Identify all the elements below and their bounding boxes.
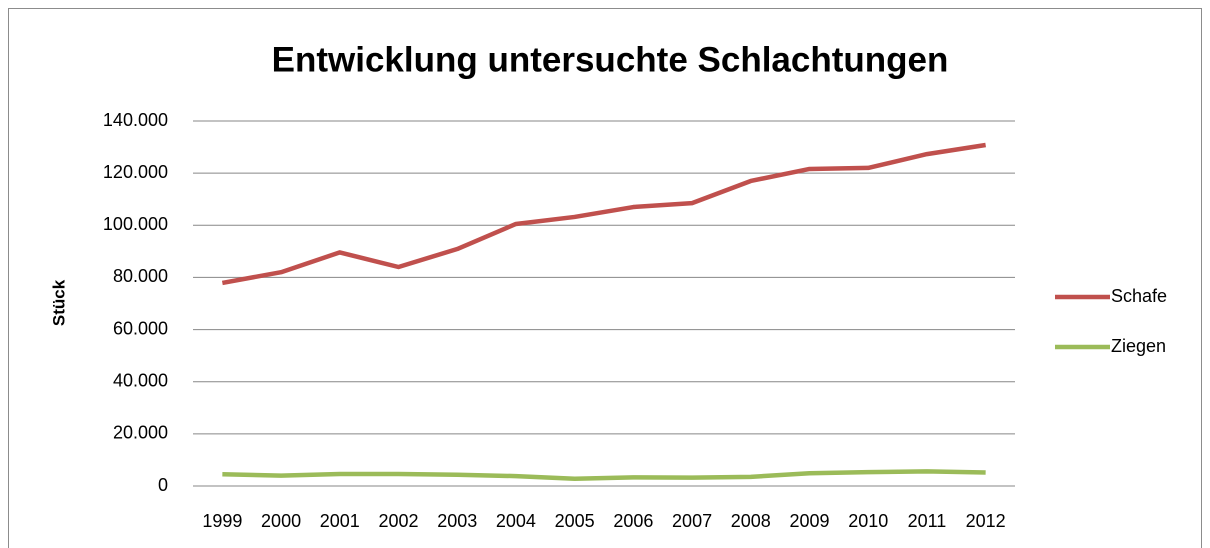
y-tick-label: 0 [158, 475, 168, 495]
legend-label: Schafe [1111, 286, 1167, 306]
x-tick-label: 2001 [320, 511, 360, 531]
line-series [221, 142, 986, 286]
x-tick-label: 2002 [378, 511, 418, 531]
x-tick-label: 2004 [496, 511, 536, 531]
x-tick-label: 2007 [672, 511, 712, 531]
y-tick-label: 20.000 [113, 423, 168, 443]
x-tick-label: 2003 [437, 511, 477, 531]
x-tick-label: 1999 [202, 511, 242, 531]
y-tick-label: 120.000 [103, 162, 168, 182]
x-tick-label: 2006 [613, 511, 653, 531]
x-tick-label: 2008 [731, 511, 771, 531]
chart-frame [8, 8, 1202, 548]
y-tick-label: 40.000 [113, 370, 168, 390]
x-tick-label: 2010 [848, 511, 888, 531]
x-tick-label: 2000 [261, 511, 301, 531]
chart-title: Entwicklung untersuchte Schlachtungen [272, 40, 949, 79]
x-tick-label: 2009 [789, 511, 829, 531]
y-tick-label: 100.000 [103, 214, 168, 234]
y-axis-label: Stück [49, 279, 68, 326]
y-tick-label: 60.000 [113, 318, 168, 338]
x-tick-label: 2011 [908, 511, 947, 531]
x-tick-label: 2005 [555, 511, 595, 531]
x-tick-label: 2012 [966, 511, 1006, 531]
y-tick-label: 140.000 [103, 110, 168, 130]
line-series [222, 469, 986, 481]
legend-label: Ziegen [1111, 336, 1166, 356]
y-tick-label: 80.000 [113, 266, 168, 286]
